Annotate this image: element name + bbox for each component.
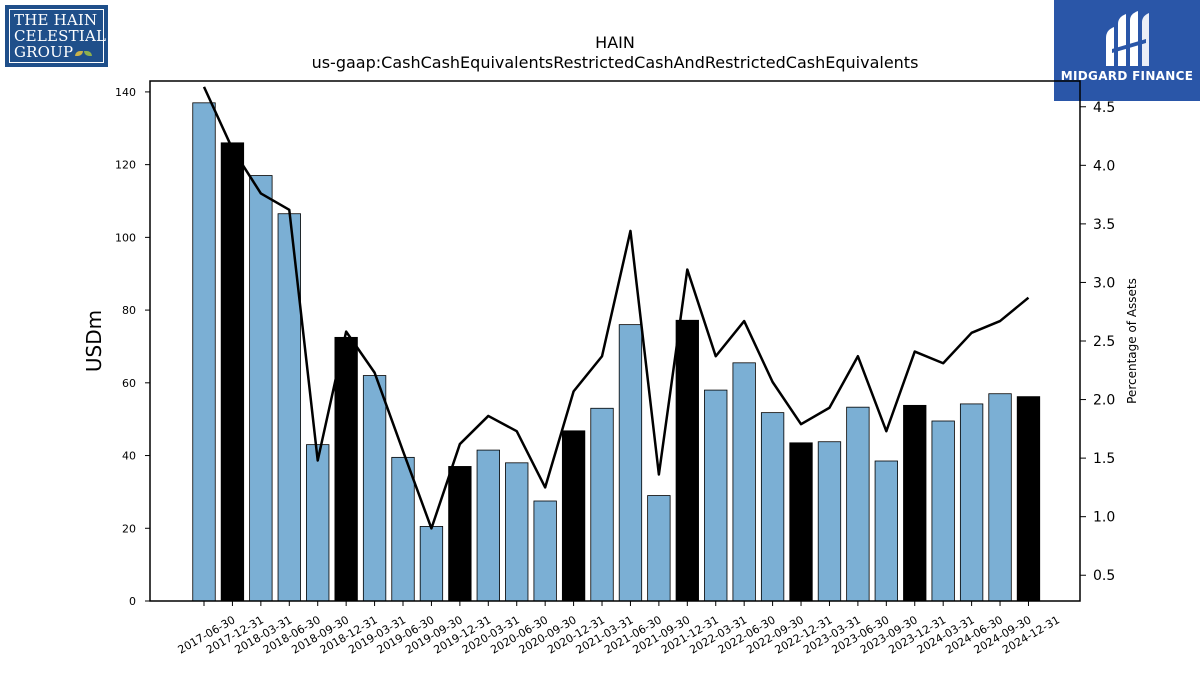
percentage-line: [202, 86, 1030, 530]
bar-2022-12-31: [789, 442, 813, 602]
x-axis: 2017-06-302017-12-312018-03-312018-06-30…: [176, 601, 1062, 657]
hain-logo-line-1: THE HAIN: [14, 11, 98, 29]
y-tick-label-40: 40: [122, 450, 136, 463]
bar-2023-03-31: [817, 441, 842, 602]
bar-2020-09-30: [533, 500, 557, 602]
y2-tick-label-1: 1.0: [1093, 510, 1115, 526]
bar-2024-09-30: [988, 393, 1012, 602]
bar-2021-12-31: [675, 319, 699, 602]
bar-2024-06-30: [959, 403, 984, 602]
leaf-icon-2: [84, 50, 93, 56]
y2-axis-label: Percentage of Assets: [1125, 278, 1139, 404]
y2-tick-label-3: 3.0: [1093, 275, 1115, 291]
bar-2020-03-31: [476, 449, 500, 602]
leaf-icon: [75, 50, 84, 56]
y-tick-label-120: 120: [115, 159, 136, 172]
y-tick-label-0: 0: [129, 595, 136, 608]
chart-title: HAIN: [595, 33, 635, 52]
bar-2023-06-30: [846, 406, 870, 602]
bar-2020-06-30: [505, 462, 529, 602]
y2-tick-label-2: 2.0: [1093, 393, 1115, 409]
hain-celestial-logo: THE HAIN CELESTIAL GROUP: [5, 5, 108, 67]
hain-logo-line-2: CELESTIAL: [14, 27, 107, 45]
y2-tick-label-1.5: 1.5: [1093, 451, 1115, 467]
bar-2019-09-30: [419, 526, 444, 602]
hain-logo-line-3: GROUP: [14, 43, 74, 61]
bar-2021-03-31: [590, 407, 614, 602]
bar-2021-06-30: [618, 324, 643, 602]
y2-tick-label-4.5: 4.5: [1093, 100, 1115, 116]
y-tick-label-80: 80: [122, 304, 136, 317]
bar-2023-09-30: [874, 460, 898, 602]
bar-2019-03-31: [362, 375, 387, 602]
chart-subtitle: us-gaap:CashCashEquivalentsRestrictedCas…: [312, 53, 919, 72]
bar-2024-12-31: [1016, 396, 1041, 602]
bar-2020-12-31: [561, 430, 586, 602]
y-tick-label-100: 100: [115, 231, 136, 244]
y2-tick-label-4: 4.0: [1093, 158, 1115, 174]
y-tick-label-60: 60: [122, 377, 136, 390]
y-tick-label-20: 20: [122, 522, 136, 535]
bar-2019-12-31: [448, 466, 472, 602]
y-tick-label-140: 140: [115, 86, 136, 99]
bar-2022-06-30: [732, 362, 756, 602]
line-layer: [202, 86, 1030, 530]
midgard-mark-icon: [1106, 11, 1149, 66]
bar-2018-12-31: [334, 336, 358, 602]
bar-2022-09-30: [760, 412, 785, 602]
y2-tick-label-2.5: 2.5: [1093, 334, 1115, 350]
bar-2023-12-31: [903, 404, 927, 602]
bar-2017-06-30: [192, 102, 216, 602]
midgard-logo-text: MIDGARD FINANCE: [1060, 69, 1194, 83]
bar-2017-12-31: [220, 142, 245, 602]
bar-2024-03-31: [931, 420, 955, 602]
y2-tick-label-3.5: 3.5: [1093, 217, 1115, 233]
bar-2022-03-31: [704, 389, 728, 602]
y-axis: 0 20 40 60 80 100 120 140: [115, 86, 150, 608]
y2-tick-label-0.5: 0.5: [1093, 568, 1115, 584]
bar-2018-09-30: [306, 444, 330, 602]
bars-group: [192, 102, 1041, 602]
y-axis-label: USDm: [82, 310, 106, 372]
bar-2021-09-30: [647, 495, 671, 602]
bar-2018-03-31: [249, 175, 273, 602]
midgard-finance-logo: MIDGARD FINANCE: [1054, 0, 1200, 101]
y2-axis: 0.5 1.0 1.5 2.0 2.5 3.0 3.5 4.0 4.5: [1080, 100, 1115, 584]
bar-2019-06-30: [391, 456, 415, 602]
